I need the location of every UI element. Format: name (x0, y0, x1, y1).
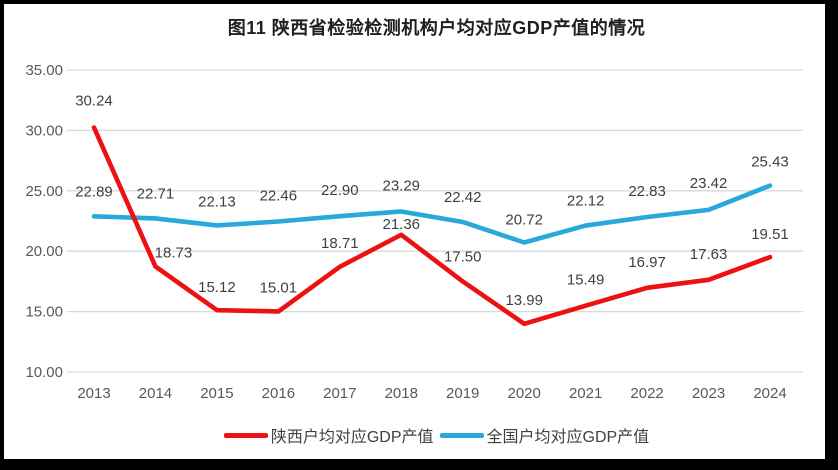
data-label: 19.51 (751, 226, 789, 243)
data-label: 17.50 (444, 248, 482, 265)
chart-title: 图11 陕西省检验检测机构户均对应GDP产值的情况 (227, 18, 646, 38)
legend-label-shaanxi: 陕西户均对应GDP产值 (270, 429, 434, 446)
y-axis-tick-label: 10.00 (25, 364, 63, 381)
data-label: 17.63 (690, 246, 728, 263)
x-axis-tick-label: 2024 (753, 385, 786, 402)
legend-item-national: 全国户均对应GDP产值 (439, 423, 650, 447)
data-label: 15.12 (198, 279, 236, 296)
data-label: 22.13 (198, 193, 236, 210)
x-axis-tick-label: 2017 (323, 385, 356, 402)
x-axis-tick-label: 2022 (630, 385, 663, 402)
data-label: 22.90 (321, 182, 359, 199)
data-label: 30.24 (75, 93, 113, 110)
data-label: 16.97 (628, 254, 666, 271)
legend-label-national: 全国户均对应GDP产值 (486, 429, 650, 446)
x-axis-tick-label: 2013 (77, 385, 110, 402)
data-label: 25.43 (751, 154, 789, 171)
data-label: 22.71 (137, 185, 175, 202)
x-axis-tick-label: 2021 (569, 385, 602, 402)
series-line-shaanxi (91, 125, 773, 327)
data-label: 20.72 (505, 212, 543, 229)
data-label: 13.99 (505, 292, 543, 309)
data-label: 18.73 (155, 245, 193, 262)
y-axis-tick-label: 25.00 (25, 183, 63, 200)
data-label: 23.42 (690, 175, 728, 192)
data-label: 22.12 (567, 193, 605, 210)
legend: 陕西户均对应GDP产值 全国户均对应GDP产值 (68, 424, 805, 446)
y-axis-tick-label: 35.00 (25, 62, 63, 79)
y-axis-tick-label: 20.00 (25, 243, 63, 260)
data-label: 22.89 (75, 183, 113, 200)
legend-marker-shaanxi-line (223, 432, 268, 438)
data-label: 15.49 (567, 272, 605, 289)
x-axis-tick-label: 2019 (446, 385, 479, 402)
legend-item-shaanxi: 陕西户均对应GDP产值 (223, 423, 434, 447)
x-axis-tick-label: 2014 (139, 385, 172, 402)
y-axis-tick-label: 15.00 (25, 304, 63, 321)
data-label: 18.71 (321, 235, 359, 252)
x-axis-tick-label: 2020 (507, 385, 540, 402)
x-axis-tick-label: 2018 (385, 385, 418, 402)
data-label: 22.42 (444, 189, 482, 206)
legend-marker-national-line (439, 432, 484, 438)
data-label: 22.46 (260, 187, 298, 204)
data-label: 22.83 (628, 183, 666, 200)
x-axis-tick-label: 2023 (692, 385, 725, 402)
data-label: 15.01 (260, 279, 298, 296)
x-axis-tick-label: 2015 (200, 385, 233, 402)
data-label: 23.29 (382, 177, 420, 194)
y-axis-tick-label: 30.00 (25, 122, 63, 139)
x-axis-tick-label: 2016 (262, 385, 295, 402)
data-label: 21.36 (382, 216, 420, 233)
series-line-national (91, 183, 773, 245)
